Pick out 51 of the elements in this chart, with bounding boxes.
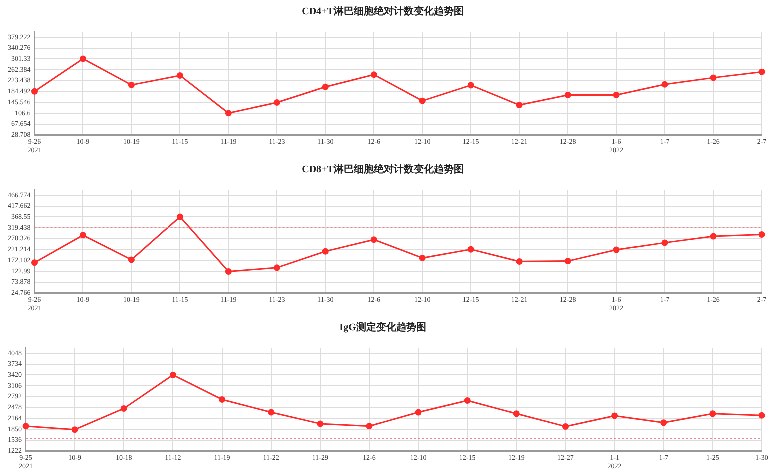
point xyxy=(516,102,523,109)
point xyxy=(322,84,329,90)
point xyxy=(758,68,766,76)
point xyxy=(613,92,620,98)
point xyxy=(80,56,86,62)
point xyxy=(468,246,474,253)
point xyxy=(468,82,474,89)
point xyxy=(32,260,38,266)
point xyxy=(366,423,373,430)
point xyxy=(32,88,38,95)
point xyxy=(758,412,766,419)
point xyxy=(225,268,232,275)
point xyxy=(128,82,135,88)
point xyxy=(710,74,717,82)
point xyxy=(268,409,275,416)
point xyxy=(176,214,184,220)
point xyxy=(564,258,572,265)
point xyxy=(710,233,717,240)
point xyxy=(562,423,569,430)
point xyxy=(464,398,471,404)
point xyxy=(225,110,232,117)
point xyxy=(415,409,422,416)
point xyxy=(662,81,668,88)
point xyxy=(80,232,86,239)
point xyxy=(176,72,184,79)
point xyxy=(613,246,620,254)
point xyxy=(612,412,618,420)
point xyxy=(660,420,668,426)
point xyxy=(419,98,426,104)
point xyxy=(72,426,78,434)
point xyxy=(22,423,30,430)
point xyxy=(370,236,378,244)
point xyxy=(564,92,572,98)
point xyxy=(370,72,378,78)
chart-title: CD4+T淋巴细胞绝对计数变化趋势图 xyxy=(302,6,464,18)
point xyxy=(322,248,329,255)
point xyxy=(513,410,520,418)
point xyxy=(128,256,135,264)
point xyxy=(170,372,176,378)
point xyxy=(317,420,324,428)
point xyxy=(662,240,668,246)
point xyxy=(419,254,426,262)
point xyxy=(219,396,226,403)
point xyxy=(274,100,280,106)
chart-title: CD8+T淋巴细胞绝对计数变化趋势图 xyxy=(302,164,464,176)
point xyxy=(516,258,523,265)
point xyxy=(274,264,280,272)
point xyxy=(710,410,716,418)
point xyxy=(120,405,128,412)
point xyxy=(758,232,766,238)
chart-title: IgG测定变化趋势图 xyxy=(340,322,426,334)
